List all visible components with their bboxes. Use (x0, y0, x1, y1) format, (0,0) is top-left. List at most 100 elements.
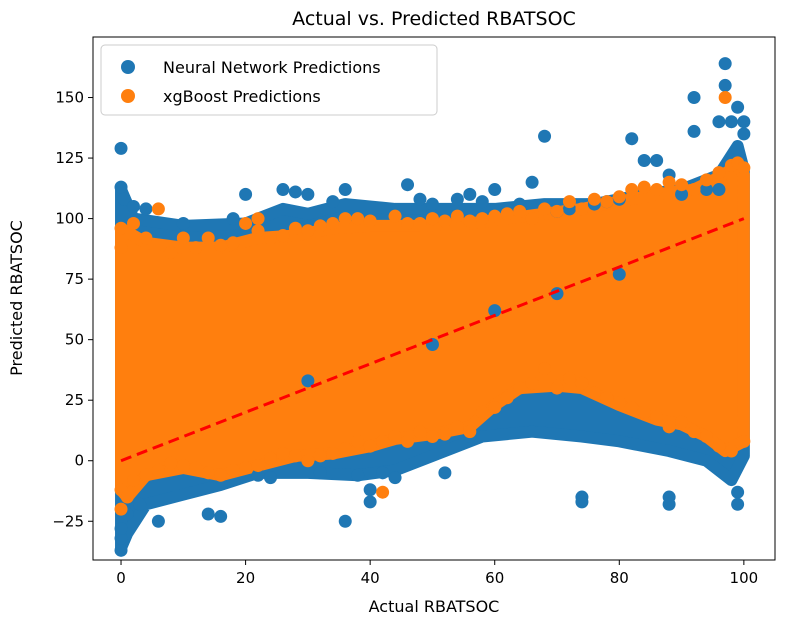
scatter-point (718, 91, 732, 105)
scatter-point (737, 161, 751, 175)
legend-box (100, 44, 438, 116)
scatter-point (114, 141, 128, 155)
plot-frame (92, 36, 776, 561)
y-tick-label: 0 (74, 452, 84, 470)
scatter-point (675, 187, 689, 201)
scatter-point (650, 410, 664, 424)
scatter-point (239, 216, 253, 230)
scatter-point (117, 192, 131, 206)
scatter-point (550, 381, 564, 395)
scatter-point (401, 216, 415, 230)
scatter-point (413, 425, 427, 439)
scatter-point (189, 461, 203, 475)
scatter-point (575, 495, 589, 509)
x-tick-label: 60 (485, 569, 504, 587)
x-tick-label: 40 (361, 569, 380, 587)
scatter-point (139, 231, 153, 245)
scatter-point (151, 202, 165, 216)
scatter-point (301, 187, 315, 201)
scatter-point (488, 183, 502, 197)
scatter-point (276, 229, 290, 243)
scatter-point (538, 362, 552, 376)
scatter-point (176, 216, 190, 230)
scatter-point (587, 192, 601, 206)
scatter-point (189, 241, 203, 255)
scatter-point (264, 231, 278, 245)
scatter-point (264, 471, 278, 485)
scatter-point (600, 195, 614, 209)
scatter-point (525, 212, 539, 226)
scatter-point (388, 471, 402, 485)
scatter-point (376, 466, 390, 480)
legend-label-neural-network: Neural Network Predictions (163, 58, 381, 77)
scatter-point (438, 214, 452, 228)
scatter-point (538, 129, 552, 143)
scatter-point (438, 466, 452, 480)
legend-marker-xgboost (121, 89, 135, 103)
scatter-point (463, 425, 477, 439)
scatter-point (637, 180, 651, 194)
scatter-point (338, 183, 352, 197)
scatter-point (114, 502, 128, 516)
reference-line (120, 217, 745, 463)
scatter-point (612, 267, 626, 281)
scatter-point (313, 466, 327, 480)
scatter-point (699, 173, 713, 187)
scatter-point (625, 183, 639, 197)
scatter-point (388, 209, 402, 223)
scatter-point (114, 241, 128, 255)
scatter-point (712, 183, 726, 197)
series-xgboost (114, 91, 751, 516)
scatter-point (731, 497, 745, 511)
scatter-point (731, 485, 745, 499)
scatter-point (176, 231, 190, 245)
scatter-point (731, 100, 745, 114)
scatter-point (264, 451, 278, 465)
scatter-point (338, 212, 352, 226)
x-axis-title: Actual RBATSOC (369, 597, 500, 616)
scatter-point (687, 425, 701, 439)
legend-label-xgboost: xgBoost Predictions (163, 87, 321, 106)
scatter-point (513, 381, 527, 395)
scatter-point (538, 202, 552, 216)
scatter-point (251, 224, 265, 238)
scatter-point (126, 216, 140, 230)
x-axis: 0 20 40 60 80 100 (116, 560, 758, 587)
scatter-point (114, 180, 128, 194)
scatter-point (326, 216, 340, 230)
scatter-point (376, 485, 390, 499)
scatter-point (413, 192, 427, 206)
scatter-point (463, 214, 477, 228)
scatter-point (562, 371, 576, 385)
scatter-point (214, 468, 228, 482)
x-tick-label: 100 (730, 569, 759, 587)
scatter-point (600, 391, 614, 405)
scatter-point (401, 178, 415, 192)
scatter-point (712, 115, 726, 129)
scatter-point (718, 78, 732, 92)
scatter-point (425, 197, 439, 211)
scatter-point (251, 468, 265, 482)
scatter-point (687, 124, 701, 138)
scatter-point (276, 446, 290, 460)
scatter-point (662, 175, 676, 189)
scatter-point (413, 216, 427, 230)
scatter-point (675, 415, 689, 429)
scatter-point (625, 132, 639, 146)
scatter-point (650, 183, 664, 197)
scatter-point (151, 514, 165, 528)
scatter-point (463, 187, 477, 201)
scatter-point (612, 396, 626, 410)
scatter-point (301, 454, 315, 468)
scatter-point (288, 185, 302, 199)
scatter-point (625, 400, 639, 414)
scatter-point (133, 497, 147, 511)
series-neural-network (114, 57, 751, 557)
scatter-point (737, 434, 751, 448)
scatter-point (662, 497, 676, 511)
scatter-point (313, 219, 327, 233)
scatter-point (164, 245, 178, 259)
scatter-point (114, 531, 128, 545)
scatter-point (550, 287, 564, 301)
scatter-point (475, 212, 489, 226)
